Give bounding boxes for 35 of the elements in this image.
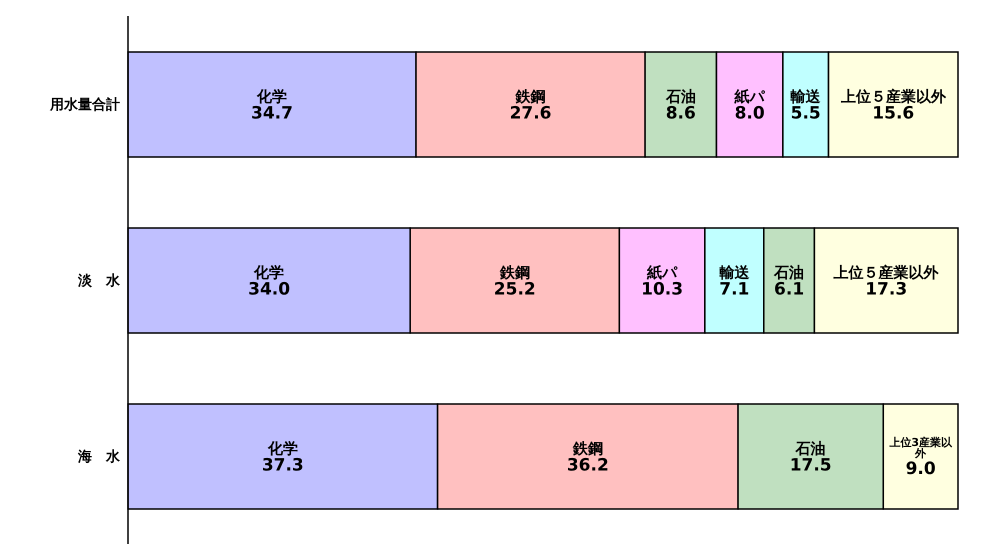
text: 上位５産業以外 — [834, 264, 939, 282]
data-label: 6.1 — [774, 280, 804, 300]
text: 紙パ — [647, 264, 678, 282]
text: 石油 — [796, 440, 826, 458]
data-label: 34.0 — [248, 280, 290, 300]
data-label: 8.0 — [734, 104, 765, 124]
text: 化学 — [254, 264, 284, 282]
data-label: 15.6 — [872, 104, 914, 124]
series-label: 上位５産業以外 — [840, 88, 947, 106]
data-label: 17.3 — [865, 280, 908, 300]
series-label: 化学 — [256, 88, 288, 106]
data-label: 36.2 — [566, 456, 609, 476]
data-label: 27.6 — [510, 104, 552, 124]
series-label: 輸送 — [790, 88, 822, 106]
text: 鉄鋼 — [572, 440, 603, 458]
data-label: 5.5 — [790, 104, 821, 124]
series-label: 鉄鋼 — [514, 88, 546, 106]
series-label: 石油 — [664, 88, 696, 106]
data-label: 25.2 — [494, 280, 536, 300]
data-label: 34.7 — [251, 104, 293, 124]
data-label: 17.5 — [790, 456, 832, 476]
series-label: 上位3産業以外 — [888, 436, 953, 460]
data-label: 7.1 — [719, 280, 750, 300]
data-label: 37.3 — [262, 456, 304, 476]
series-label: 石油 — [773, 264, 804, 282]
text: 化学 — [268, 440, 298, 458]
text: 輸送 — [719, 264, 750, 282]
text: 鉄鋼 — [500, 264, 530, 282]
y-tick-label: 淡 水 — [77, 272, 121, 289]
data-label: 10.3 — [641, 280, 684, 300]
data-label: 9.0 — [906, 459, 936, 479]
data-label: 8.6 — [666, 104, 696, 124]
y-tick-label: 海 水 — [77, 448, 121, 465]
series-label: 紙パ — [734, 88, 766, 106]
y-tick-label: 用水量合計 — [49, 96, 120, 113]
